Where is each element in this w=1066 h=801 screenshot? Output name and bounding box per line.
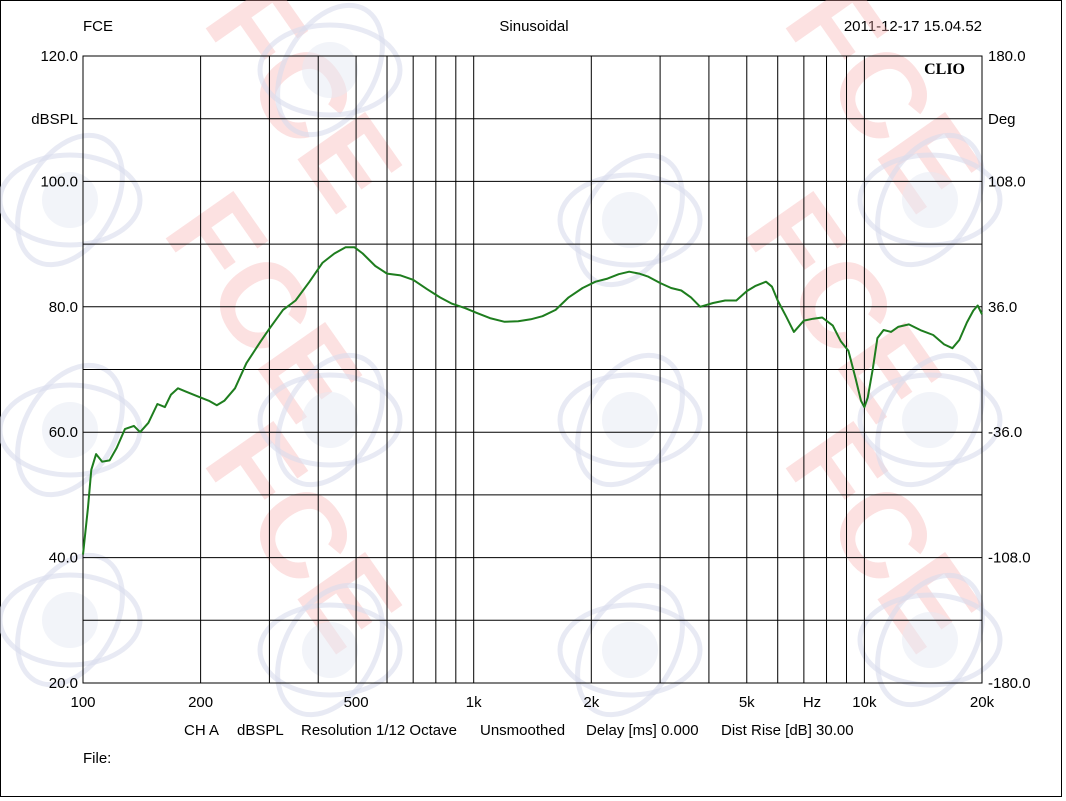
x-tick-label: 1k [466,694,482,711]
watermark-emblem-icon [857,132,1003,268]
footer-resolution: Resolution 1/12 Octave [301,722,457,739]
header-timestamp: 2011-12-17 15.04.52 [843,18,982,35]
x-tick-label: 100 [70,694,95,711]
watermark-emblem-icon [0,552,143,688]
y-tick-label: 100.0 [40,173,78,190]
footer-dist-rise: Dist Rise [dB] 30.00 [721,722,854,739]
y2-tick-label: 180.0 [988,48,1026,65]
watermark-emblem-icon [557,582,703,718]
y2-axis-label: Deg [988,111,1016,128]
y2-tick-label: 108.0 [988,173,1026,190]
x-tick-label: 500 [344,694,369,711]
watermark-emblem-icon [0,132,143,268]
y-tick-label: 80.0 [49,299,78,316]
watermark-emblem-icon [557,152,703,288]
y-axis-label: dBSPL [31,111,78,128]
watermark-emblem-icon [857,352,1003,488]
x-tick-label: 10k [852,694,877,711]
footer-channel: CH A [184,722,220,739]
header-measurement-type: Sinusoidal [499,18,569,35]
x-tick-label: 2k [583,694,599,711]
watermark-emblem-icon [257,352,403,488]
footer-smoothing: Unsmoothed [480,722,566,739]
y2-tick-label: 36.0 [988,299,1017,316]
y2-tick-label: -108.0 [988,550,1031,567]
y-tick-label: 40.0 [49,550,78,567]
y-tick-label: 120.0 [40,48,78,65]
x-unit-label: Hz [803,694,821,711]
x-tick-label: 5k [739,694,755,711]
x-tick-label: 20k [970,694,995,711]
y2-tick-label: -180.0 [988,675,1031,692]
plot-border [82,55,983,684]
y-tick-label: 20.0 [49,675,78,692]
watermark-emblem-icon [0,362,143,498]
y-tick-label: 60.0 [49,424,78,441]
footer-unit: dBSPL [237,722,284,739]
grid-lines [83,56,982,683]
footer-delay: Delay [ms] 0.000 [586,722,699,739]
x-tick-label: 200 [188,694,213,711]
tick-labels: 100 200 500 1k 2k 5k 10k 20k 120.0 100.0 80.0 60.0 4… [40,48,1030,711]
y2-tick-label: -36.0 [988,424,1022,441]
header-left: FCE [83,18,113,35]
clio-logo: CLIO [924,61,965,78]
footer-file-label: File: [83,750,112,767]
series-line [82,246,983,555]
watermark-emblem-icon [557,352,703,488]
watermark-emblem-icon [257,582,403,718]
watermark-emblem-icon [857,572,1003,708]
